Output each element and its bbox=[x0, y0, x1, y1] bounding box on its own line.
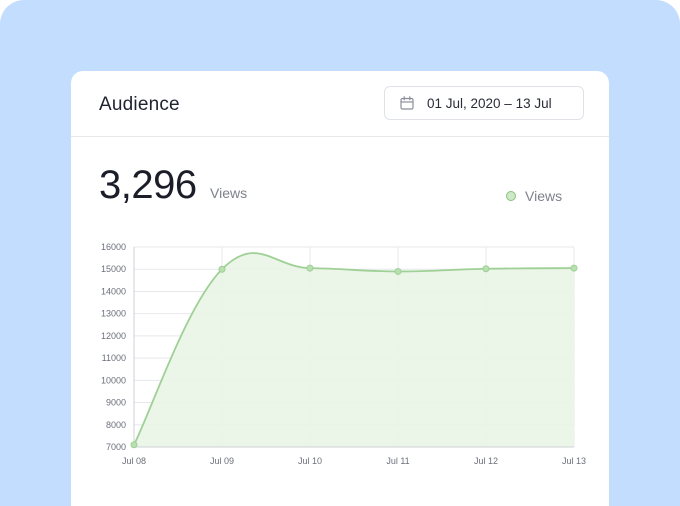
card-title: Audience bbox=[99, 94, 180, 115]
calendar-icon bbox=[400, 96, 414, 110]
chart-legend[interactable]: Views bbox=[506, 188, 562, 204]
legend-label: Views bbox=[525, 188, 563, 204]
date-range-picker[interactable]: 01 Jul, 2020 – 13 Jul bbox=[384, 86, 584, 120]
metric-value: 3,296 bbox=[99, 163, 197, 207]
audience-card: Audience 01 Jul, 2020 – 13 Jul 3,296 Vie… bbox=[71, 71, 609, 506]
metric-unit: Views bbox=[210, 185, 248, 201]
date-range-text: 01 Jul, 2020 – 13 Jul bbox=[427, 95, 552, 111]
legend-marker bbox=[506, 191, 516, 201]
card-header: Audience 01 Jul, 2020 – 13 Jul bbox=[71, 71, 609, 137]
